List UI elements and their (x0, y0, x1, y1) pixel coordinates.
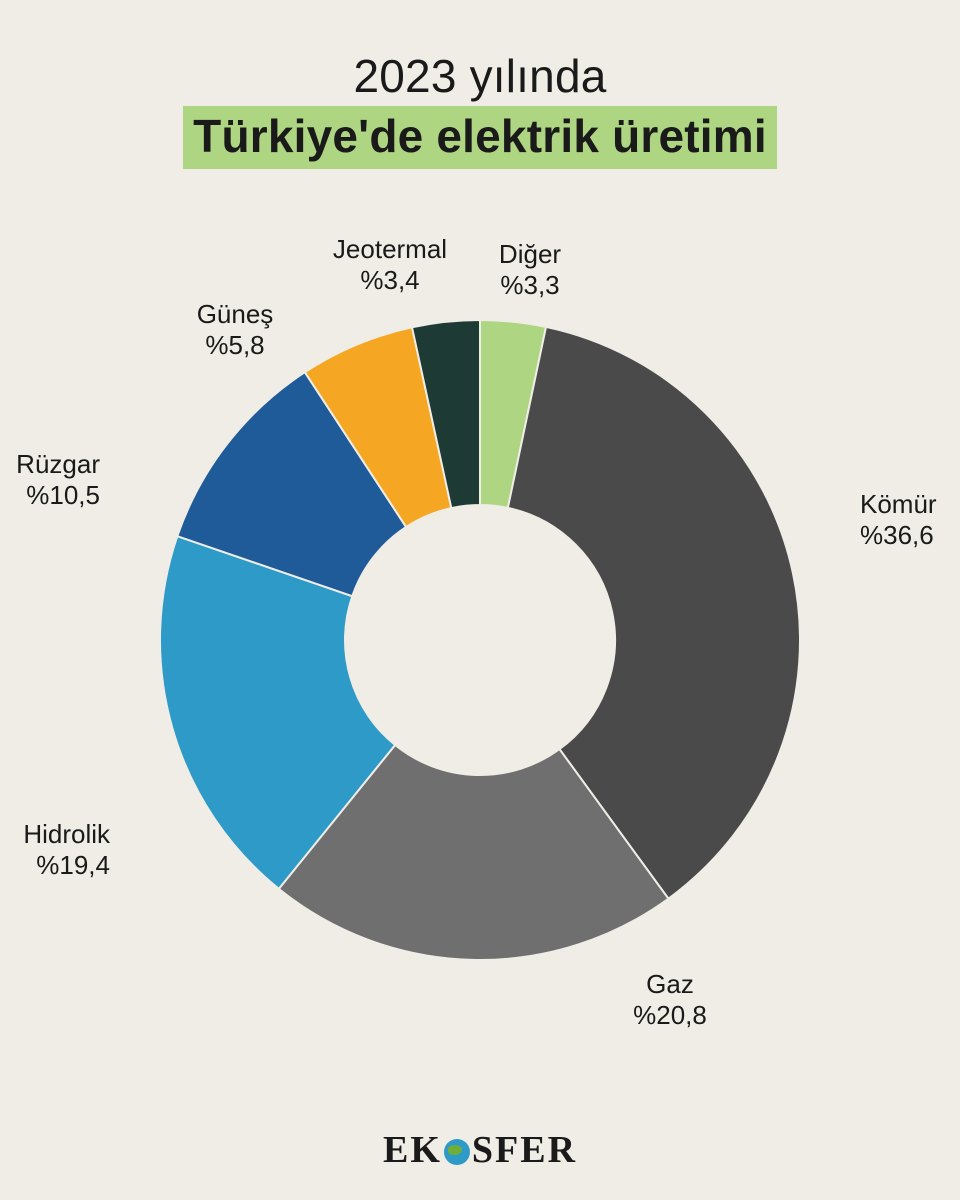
label-name: Kömür (860, 489, 937, 520)
title-line-1: 2023 yılında (0, 48, 960, 106)
label-value: %10,5 (16, 480, 100, 511)
infographic-page: 2023 yılında Türkiye'de elektrik üretimi… (0, 0, 960, 1200)
label-rüzgar: Rüzgar%10,5 (16, 449, 100, 511)
label-hidrolik: Hidrolik%19,4 (23, 819, 110, 881)
label-value: %19,4 (23, 850, 110, 881)
donut-hole (346, 506, 614, 774)
label-güneş: Güneş%5,8 (197, 299, 274, 361)
label-kömür: Kömür%36,6 (860, 489, 937, 551)
label-gaz: Gaz%20,8 (633, 969, 707, 1031)
label-name: Hidrolik (23, 819, 110, 850)
donut-chart: Diğer%3,3 Kömür%36,6 Gaz%20,8 Hidrolik%19,4… (0, 200, 960, 1080)
label-name: Diğer (499, 239, 561, 270)
label-name: Jeotermal (333, 234, 447, 265)
label-diğer: Diğer%3,3 (499, 239, 561, 301)
label-name: Rüzgar (16, 449, 100, 480)
logo-text-pre: EK (383, 1128, 442, 1172)
label-value: %20,8 (633, 1000, 707, 1031)
label-name: Gaz (633, 969, 707, 1000)
label-jeotermal: Jeotermal%3,4 (333, 234, 447, 296)
title-block: 2023 yılında Türkiye'de elektrik üretimi (0, 0, 960, 169)
donut-svg (130, 290, 830, 990)
label-value: %36,6 (860, 520, 937, 551)
logo-text-post: SFER (472, 1128, 577, 1172)
label-value: %3,4 (333, 265, 447, 296)
label-name: Güneş (197, 299, 274, 330)
title-line-2-highlight: Türkiye'de elektrik üretimi (183, 106, 777, 170)
label-value: %5,8 (197, 330, 274, 361)
globe-icon (444, 1139, 470, 1165)
label-value: %3,3 (499, 270, 561, 301)
brand-logo: EK SFER (383, 1128, 577, 1172)
